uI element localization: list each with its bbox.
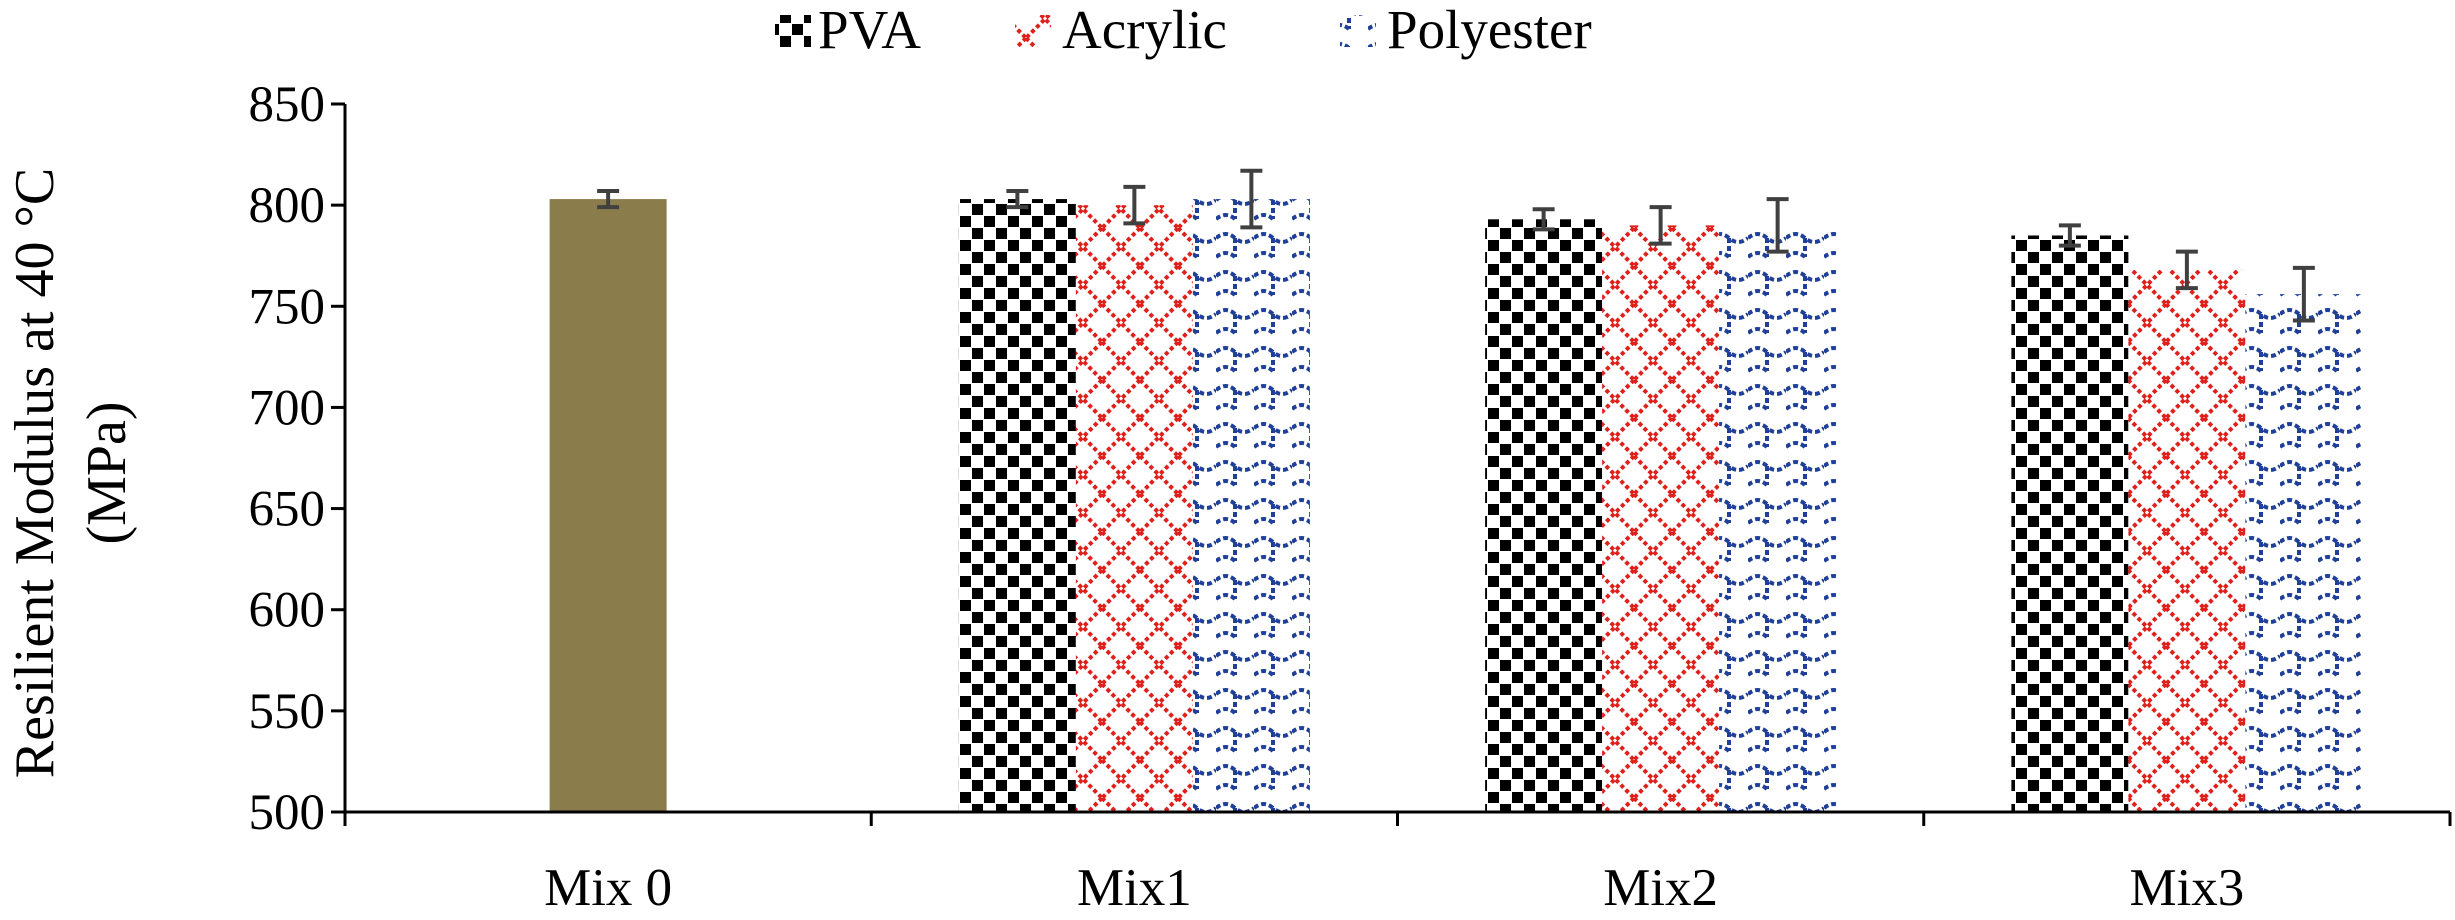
y-axis: 500 550 600 650 700 750 800 850 bbox=[249, 77, 347, 841]
bar-control-mix0 bbox=[549, 199, 667, 812]
bar-polyester-mix2 bbox=[1719, 225, 1837, 812]
y-tick-label: 700 bbox=[249, 380, 326, 436]
legend-label-polyester: Polyester bbox=[1387, 0, 1592, 60]
bar-polyester-mix3 bbox=[2245, 294, 2363, 812]
legend-label-acrylic: Acrylic bbox=[1062, 0, 1227, 60]
bar-pva-mix2 bbox=[1485, 219, 1603, 812]
x-tick-label: Mix 0 bbox=[544, 859, 672, 917]
y-tick-label: 500 bbox=[249, 785, 326, 841]
bar-acrylic-mix3 bbox=[2128, 269, 2246, 813]
legend-swatch-acrylic bbox=[1015, 15, 1051, 47]
y-tick-label: 750 bbox=[249, 279, 326, 335]
bar-acrylic-mix2 bbox=[1602, 225, 1720, 812]
x-tick-label: Mix1 bbox=[1077, 859, 1192, 917]
y-tick-label: 550 bbox=[249, 684, 326, 740]
bar-acrylic-mix1 bbox=[1075, 205, 1193, 813]
legend-item-pva[interactable]: PVA bbox=[775, 0, 921, 60]
bars bbox=[549, 199, 2363, 813]
legend-swatch-polyester bbox=[1340, 15, 1376, 47]
bar-pva-mix3 bbox=[2011, 235, 2129, 812]
y-tick-label: 800 bbox=[249, 178, 326, 234]
y-tick-label: 850 bbox=[249, 77, 326, 133]
y-axis-label-line1: Resilient Modulus at 40 °C bbox=[4, 168, 66, 778]
legend-item-polyester[interactable]: Polyester bbox=[1340, 0, 1592, 60]
y-tick-label: 650 bbox=[249, 482, 326, 538]
legend-label-pva: PVA bbox=[818, 0, 921, 60]
x-tick-label: Mix2 bbox=[1603, 859, 1718, 917]
legend-item-acrylic[interactable]: Acrylic bbox=[1015, 0, 1227, 60]
y-tick-label: 600 bbox=[249, 583, 326, 639]
legend-swatch-pva bbox=[775, 15, 811, 47]
bar-pva-mix1 bbox=[958, 199, 1076, 812]
legend: PVA Acrylic Polyester bbox=[775, 0, 1592, 60]
x-tick-label: Mix3 bbox=[2129, 859, 2244, 917]
x-axis: Mix 0 Mix1 Mix2 Mix3 bbox=[343, 810, 2452, 917]
error-bars bbox=[597, 168, 2315, 323]
y-axis-label-line2: (MPa) bbox=[76, 401, 138, 544]
bar-polyester-mix1 bbox=[1192, 199, 1310, 812]
